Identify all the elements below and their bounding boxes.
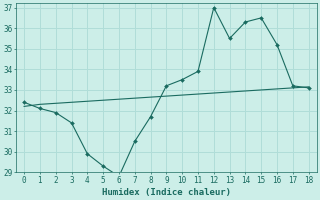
X-axis label: Humidex (Indice chaleur): Humidex (Indice chaleur) xyxy=(102,188,231,197)
